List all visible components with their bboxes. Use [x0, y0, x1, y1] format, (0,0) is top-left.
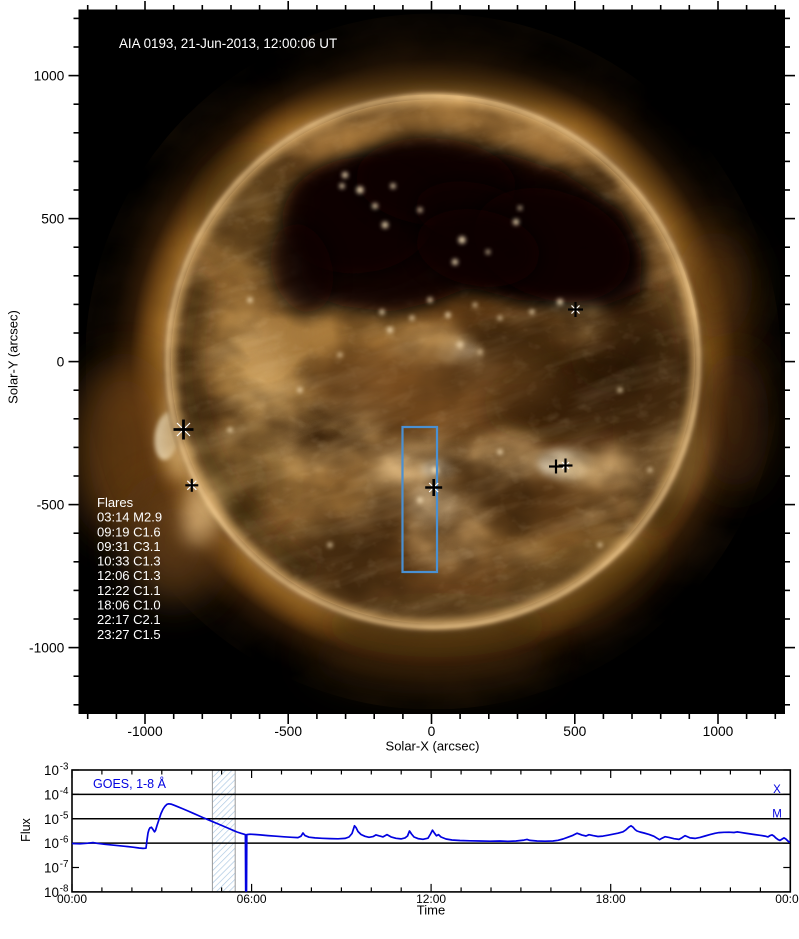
svg-text:09:19 C1.6: 09:19 C1.6: [97, 524, 161, 539]
svg-text:-6: -6: [60, 835, 69, 846]
svg-text:1000: 1000: [703, 724, 734, 739]
svg-text:00:00: 00:00: [775, 892, 799, 906]
svg-text:23:27 C1.5: 23:27 C1.5: [97, 627, 161, 642]
svg-text:GOES, 1-8 Å: GOES, 1-8 Å: [93, 776, 167, 791]
svg-text:-500: -500: [37, 497, 65, 512]
svg-text:12:22 C1.1: 12:22 C1.1: [97, 583, 161, 598]
svg-text:M: M: [772, 809, 782, 821]
svg-text:06:00: 06:00: [237, 892, 267, 906]
svg-text:03:14 M2.9: 03:14 M2.9: [97, 510, 162, 525]
svg-text:-8: -8: [60, 883, 69, 894]
svg-text:12:00: 12:00: [416, 892, 446, 906]
svg-text:500: 500: [41, 211, 64, 226]
svg-text:10: 10: [44, 885, 59, 900]
svg-text:Flares: Flares: [97, 495, 134, 510]
svg-text:-4: -4: [60, 786, 69, 797]
svg-text:10: 10: [44, 861, 59, 876]
svg-text:Solar-Y (arcsec): Solar-Y (arcsec): [6, 310, 21, 404]
svg-text:10: 10: [44, 787, 59, 802]
svg-text:0: 0: [57, 354, 65, 369]
svg-text:10: 10: [44, 812, 59, 827]
svg-text:1000: 1000: [34, 68, 65, 83]
svg-text:-7: -7: [60, 859, 69, 870]
svg-text:22:17 C2.1: 22:17 C2.1: [97, 612, 161, 627]
svg-text:18:06 C1.0: 18:06 C1.0: [97, 598, 161, 613]
svg-text:Flux: Flux: [19, 817, 33, 841]
svg-text:18:00: 18:00: [596, 892, 626, 906]
svg-text:0: 0: [428, 724, 436, 739]
svg-text:09:31 C3.1: 09:31 C3.1: [97, 539, 161, 554]
svg-text:10: 10: [44, 763, 59, 778]
svg-text:10:33 C1.3: 10:33 C1.3: [97, 554, 161, 569]
svg-text:Time: Time: [417, 903, 445, 918]
svg-text:00:00: 00:00: [57, 892, 87, 906]
svg-text:-3: -3: [60, 762, 69, 773]
svg-text:500: 500: [563, 724, 586, 739]
svg-text:X: X: [773, 784, 781, 796]
svg-text:-1000: -1000: [127, 724, 163, 739]
svg-text:-5: -5: [60, 810, 69, 821]
svg-text:10: 10: [44, 836, 59, 851]
svg-text:12:06 C1.3: 12:06 C1.3: [97, 568, 161, 583]
svg-text:AIA 0193, 21-Jun-2013, 12:00:0: AIA 0193, 21-Jun-2013, 12:00:06 UT: [119, 36, 337, 51]
svg-text:Solar-X (arcsec): Solar-X (arcsec): [386, 739, 480, 754]
svg-text:-500: -500: [274, 724, 302, 739]
svg-text:-1000: -1000: [29, 640, 65, 655]
